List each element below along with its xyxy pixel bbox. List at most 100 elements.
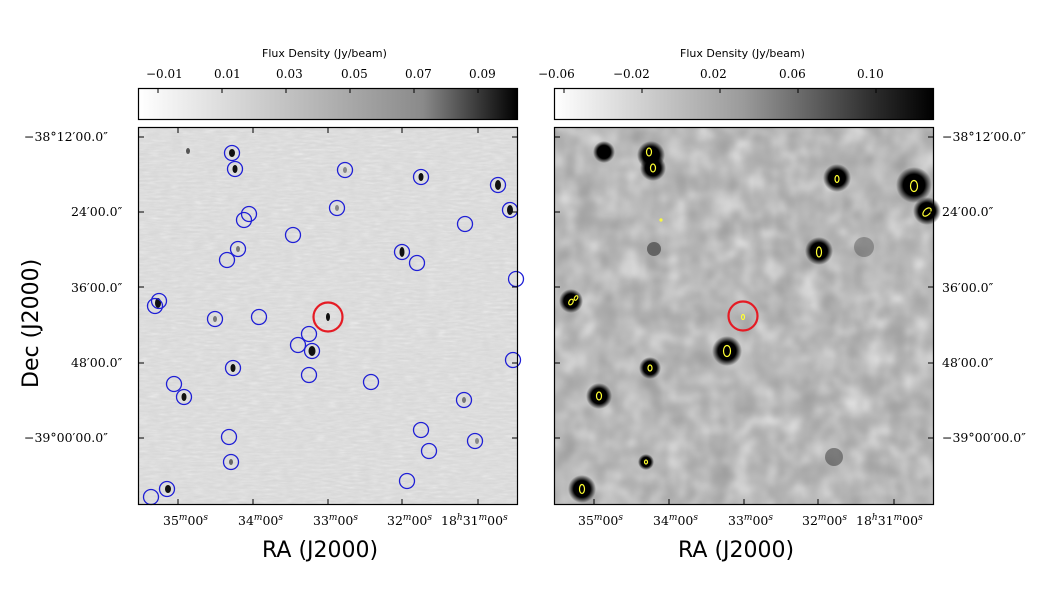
dec-tick-label: 36′00.0″ <box>942 280 994 295</box>
ra-tick-label: 34m00s <box>653 513 698 529</box>
catalog-circle <box>300 325 318 343</box>
source-blob <box>805 237 833 265</box>
source-blob <box>896 167 932 203</box>
right-target-circle <box>727 300 759 332</box>
source-blob <box>586 383 612 409</box>
fit-ellipse <box>909 179 919 193</box>
source-blob <box>638 454 654 470</box>
catalog-circle <box>456 215 474 233</box>
left-catalog-circles <box>142 144 525 506</box>
catalog-circle <box>226 160 244 178</box>
catalog-circle <box>220 428 238 446</box>
dec-tick-label: 24′00.0″ <box>71 204 123 219</box>
left-colorbar-tick: 0.03 <box>276 67 303 81</box>
source-blob <box>913 197 941 225</box>
fit-ellipse <box>645 147 653 157</box>
catalog-circle <box>393 243 411 261</box>
left-colorbar <box>137 87 519 121</box>
catalog-circle <box>240 205 258 223</box>
source-blob <box>308 346 316 356</box>
right-colorbar <box>553 87 935 121</box>
left-colorbar-title: Flux Density (Jy/beam) <box>262 47 387 60</box>
catalog-circle <box>250 308 268 326</box>
fit-ellipse <box>568 298 574 306</box>
right-ra-axis-title: RA (J2000) <box>678 538 795 563</box>
fit-ellipse <box>722 344 732 358</box>
right-colorbar-tick: 0.06 <box>779 67 806 81</box>
source-blob <box>399 247 405 257</box>
fit-ellipse <box>815 246 823 258</box>
right-fit-ellipses <box>568 147 932 495</box>
catalog-circle <box>455 391 473 409</box>
catalog-circle <box>158 480 176 498</box>
dec-tick-label: −38°12′00.0″ <box>24 129 108 144</box>
catalog-circle <box>218 251 236 269</box>
fit-ellipse <box>649 163 657 173</box>
source-blob <box>825 448 843 466</box>
left-dec-axis-title: Dec (J2000) <box>19 258 44 388</box>
dec-tick-label: 36′00.0″ <box>71 280 123 295</box>
source-blob <box>229 459 233 465</box>
catalog-circle <box>175 388 193 406</box>
fit-ellipse <box>578 483 586 495</box>
catalog-circle <box>489 176 507 194</box>
left-colorbar-tick: 0.09 <box>469 67 496 81</box>
catalog-circle <box>146 297 164 315</box>
dec-tick-label: 48′00.0″ <box>71 355 123 370</box>
source-blob <box>418 173 424 181</box>
left-colorbar-tick: 0.05 <box>341 67 368 81</box>
catalog-circle <box>222 453 240 471</box>
right-colorbar-title: Flux Density (Jy/beam) <box>680 47 805 60</box>
fit-ellipse <box>643 459 649 465</box>
catalog-circle <box>229 240 247 258</box>
right-colorbar-tick: 0.10 <box>857 67 884 81</box>
ra-tick-label: 33m00s <box>728 513 773 529</box>
catalog-circle <box>362 373 380 391</box>
source-blob <box>462 397 466 403</box>
fit-ellipse <box>922 207 932 217</box>
dec-tick-label: 48′00.0″ <box>942 355 994 370</box>
catalog-circle <box>300 366 318 384</box>
catalog-circle <box>336 161 354 179</box>
right-colorbar-tick: −0.06 <box>538 67 575 81</box>
catalog-circle <box>289 336 307 354</box>
left-sky-image <box>137 126 525 506</box>
dec-tick-label: −39°00′00.0″ <box>942 430 1026 445</box>
ra-tick-label: 32m00s <box>802 513 847 529</box>
ra-tick-label: 35m00s <box>578 513 623 529</box>
left-frame-ticks <box>138 127 518 505</box>
left-colorbar-tick: −0.01 <box>146 67 183 81</box>
source-blob <box>232 165 238 173</box>
source-blob <box>475 438 479 444</box>
source-blob <box>343 167 347 173</box>
fit-ellipse <box>573 295 579 301</box>
catalog-circle <box>206 310 224 328</box>
dec-tick-label: 24′00.0″ <box>942 204 994 219</box>
source-blob <box>647 242 661 256</box>
catalog-circle <box>224 359 242 377</box>
source-blob <box>495 180 501 190</box>
fit-ellipse <box>647 364 653 372</box>
dec-tick-label: −38°12′00.0″ <box>942 129 1026 144</box>
catalog-circle <box>398 472 416 490</box>
left-ra-axis-title: RA (J2000) <box>262 538 379 563</box>
source-blob <box>593 141 615 163</box>
catalog-circle <box>235 211 253 229</box>
source-blob <box>507 205 513 215</box>
catalog-circle <box>504 351 522 369</box>
catalog-circle <box>420 442 438 460</box>
source-blob <box>335 205 339 211</box>
source-blob <box>559 289 583 313</box>
source-blob <box>639 357 661 379</box>
source-blob <box>165 485 171 493</box>
right-frame-ticks <box>554 136 934 505</box>
ra-tick-label: 18h31m00s <box>441 513 508 529</box>
fit-ellipse <box>659 218 663 222</box>
catalog-circle <box>408 254 426 272</box>
source-blob <box>186 148 190 154</box>
left-colorbar-tick: 0.01 <box>214 67 241 81</box>
catalog-circle <box>466 432 484 450</box>
catalog-circle <box>223 144 241 162</box>
source-blob <box>181 393 187 401</box>
catalog-circle <box>412 421 430 439</box>
